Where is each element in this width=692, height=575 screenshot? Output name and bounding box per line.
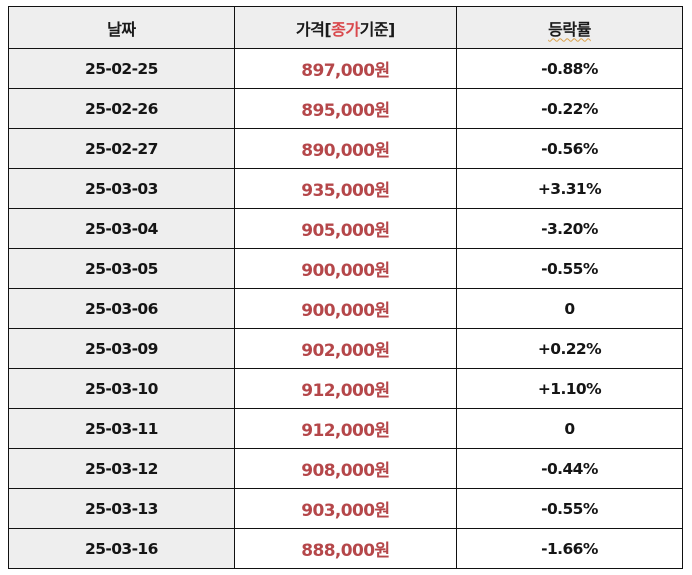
date-cell: 25-03-10 [8,368,235,409]
price-cell: 902,000원 [233,328,457,369]
date-cell: 25-03-09 [8,328,235,369]
price-cell: 903,000원 [233,488,457,529]
date-cell: 25-03-11 [8,408,235,449]
change-cell: -0.56% [455,128,684,169]
date-cell: 25-03-03 [8,168,235,209]
date-cell: 25-03-06 [8,288,235,329]
header-change: 등락률 [455,6,684,49]
header-price-suffix: 기준] [359,19,396,39]
date-cell: 25-02-26 [8,88,235,129]
price-table: 날짜 가격[종가기준] 등락률 25-02-25 897,000원 -0.88% 25… [8,6,684,569]
price-cell: 895,000원 [233,88,457,129]
price-cell: 912,000원 [233,368,457,409]
table-row: 25-03-13 903,000원 -0.55% [8,488,684,529]
table-row: 25-03-12 908,000원 -0.44% [8,448,684,489]
price-cell: 890,000원 [233,128,457,169]
date-cell: 25-03-05 [8,248,235,289]
price-cell: 888,000원 [233,528,457,569]
date-cell: 25-03-12 [8,448,235,489]
price-cell: 900,000원 [233,248,457,289]
date-cell: 25-02-25 [8,48,235,89]
price-cell: 897,000원 [233,48,457,89]
header-price-prefix: 가격[ [295,19,332,39]
header-price-highlight: 종가 [331,19,360,39]
header-row: 날짜 가격[종가기준] 등락률 [8,6,684,49]
table-row: 25-03-09 902,000원 +0.22% [8,328,684,369]
header-date: 날짜 [8,6,235,49]
price-cell: 912,000원 [233,408,457,449]
change-cell: -0.55% [455,488,684,529]
change-cell: 0 [455,288,684,329]
price-cell: 900,000원 [233,288,457,329]
table-row: 25-03-05 900,000원 -0.55% [8,248,684,289]
change-cell: -0.88% [455,48,684,89]
change-cell: -0.55% [455,248,684,289]
table-row: 25-02-25 897,000원 -0.88% [8,48,684,89]
date-cell: 25-03-16 [8,528,235,569]
change-cell: -1.66% [455,528,684,569]
change-cell: -0.44% [455,448,684,489]
date-cell: 25-03-04 [8,208,235,249]
date-cell: 25-02-27 [8,128,235,169]
price-cell: 908,000원 [233,448,457,489]
table-row: 25-03-04 905,000원 -3.20% [8,208,684,249]
change-cell: 0 [455,408,684,449]
price-cell: 905,000원 [233,208,457,249]
change-cell: -0.22% [455,88,684,129]
table-row: 25-02-27 890,000원 -0.56% [8,128,684,169]
change-cell: +0.22% [455,328,684,369]
change-cell: +3.31% [455,168,684,209]
table-row: 25-03-06 900,000원 0 [8,288,684,329]
header-price: 가격[종가기준] [233,6,457,49]
date-cell: 25-03-13 [8,488,235,529]
table-row: 25-03-03 935,000원 +3.31% [8,168,684,209]
table-row: 25-03-10 912,000원 +1.10% [8,368,684,409]
price-cell: 935,000원 [233,168,457,209]
change-cell: -3.20% [455,208,684,249]
table-row: 25-03-11 912,000원 0 [8,408,684,449]
table-row: 25-03-16 888,000원 -1.66% [8,528,684,569]
change-cell: +1.10% [455,368,684,409]
header-change-label: 등락률 [548,19,591,39]
table-row: 25-02-26 895,000원 -0.22% [8,88,684,129]
